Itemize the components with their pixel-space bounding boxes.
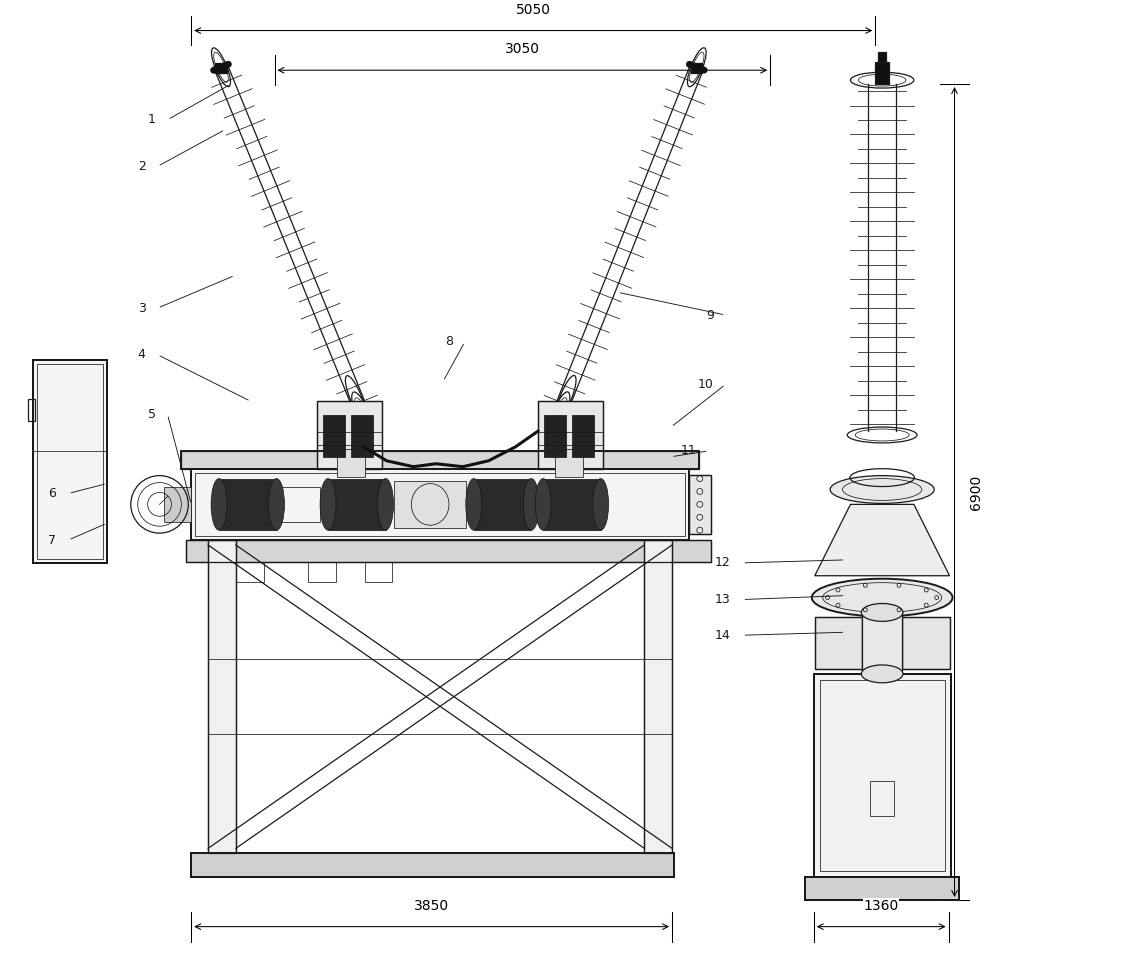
Text: 7: 7 <box>48 534 56 546</box>
Text: 6900: 6900 <box>970 475 983 510</box>
Ellipse shape <box>466 479 482 530</box>
Bar <box>395 481 466 528</box>
Bar <box>192 853 674 877</box>
Bar <box>814 674 951 877</box>
Bar <box>317 401 381 469</box>
Ellipse shape <box>535 479 552 530</box>
Bar <box>182 451 698 469</box>
Bar <box>902 618 949 669</box>
Bar <box>689 475 711 534</box>
Ellipse shape <box>593 479 609 530</box>
Bar <box>902 618 949 669</box>
Ellipse shape <box>211 479 226 530</box>
Bar <box>814 674 951 877</box>
Text: 2: 2 <box>138 160 146 173</box>
Bar <box>278 486 321 522</box>
Bar <box>308 562 336 582</box>
Bar <box>538 401 603 469</box>
Bar <box>815 618 862 669</box>
Text: 1: 1 <box>148 113 156 126</box>
Bar <box>209 540 235 853</box>
Bar <box>33 360 106 563</box>
Bar <box>474 479 531 530</box>
Bar <box>195 473 685 537</box>
Bar <box>555 449 583 477</box>
Bar <box>544 479 601 530</box>
Text: 3: 3 <box>138 302 146 315</box>
Bar <box>876 63 889 84</box>
Bar <box>328 479 386 530</box>
Text: 4: 4 <box>138 348 146 361</box>
Ellipse shape <box>378 479 393 530</box>
Bar <box>870 781 895 815</box>
Text: 12: 12 <box>715 557 731 569</box>
Bar <box>544 415 566 456</box>
Bar <box>538 401 603 469</box>
Bar <box>28 399 35 421</box>
Bar <box>186 540 711 562</box>
Bar <box>215 64 226 73</box>
Bar <box>192 469 689 540</box>
Text: 14: 14 <box>715 629 731 642</box>
Bar <box>337 449 364 477</box>
Text: 3850: 3850 <box>414 898 450 913</box>
Text: 5050: 5050 <box>516 3 550 16</box>
Text: 1360: 1360 <box>863 898 899 913</box>
Bar <box>805 877 958 900</box>
Text: 6: 6 <box>48 487 56 500</box>
Bar <box>645 540 671 853</box>
Ellipse shape <box>321 479 336 530</box>
Bar <box>815 618 862 669</box>
Bar <box>572 415 594 456</box>
Bar <box>323 415 345 456</box>
Text: 8: 8 <box>445 335 453 348</box>
Text: 3050: 3050 <box>504 42 540 56</box>
Bar <box>689 475 711 534</box>
Ellipse shape <box>861 603 904 621</box>
Bar <box>819 679 945 871</box>
Polygon shape <box>815 505 949 576</box>
Bar <box>317 401 381 469</box>
Bar <box>33 360 106 563</box>
Bar <box>805 877 958 900</box>
Ellipse shape <box>861 665 904 683</box>
Ellipse shape <box>812 579 953 617</box>
Bar <box>364 562 392 582</box>
Bar <box>37 364 103 559</box>
Text: 5: 5 <box>148 407 156 421</box>
Ellipse shape <box>269 479 285 530</box>
Bar <box>862 613 902 674</box>
Bar <box>192 853 674 877</box>
Bar <box>164 486 192 522</box>
Ellipse shape <box>524 479 539 530</box>
Bar <box>219 479 277 530</box>
Bar <box>186 540 711 562</box>
Bar <box>209 540 235 853</box>
Text: 9: 9 <box>706 309 714 321</box>
Bar <box>351 415 372 456</box>
Text: 10: 10 <box>697 378 714 391</box>
Bar <box>235 562 263 582</box>
Ellipse shape <box>831 476 934 504</box>
Bar <box>192 469 689 540</box>
Bar <box>645 540 671 853</box>
Text: 13: 13 <box>715 593 731 606</box>
Bar <box>878 52 886 63</box>
Bar <box>692 64 703 73</box>
Bar <box>182 451 698 469</box>
Text: 11: 11 <box>682 444 697 457</box>
